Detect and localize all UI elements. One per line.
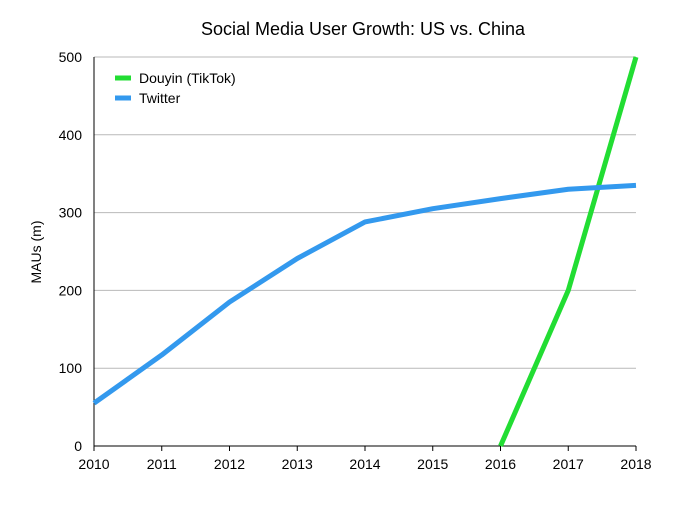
series-line-1: [92, 182, 637, 406]
x-tick-label: 2011: [147, 456, 177, 472]
x-tick-label: 2015: [417, 456, 448, 472]
y-tick-label: 200: [59, 282, 83, 298]
series-line-0: [498, 56, 639, 447]
data-series: [92, 56, 639, 447]
y-tick-label: 0: [74, 438, 82, 454]
legend: Douyin (TikTok) Twitter: [115, 70, 236, 106]
chart-title: Social Media User Growth: US vs. China: [201, 19, 526, 39]
x-tick-label: 2010: [78, 456, 109, 472]
y-tick-label: 300: [59, 205, 83, 221]
tick-labels: 0 100 200 300 400 500 2010 2011 2012 2013 2014 2015…: [59, 49, 652, 472]
y-tick-label: 100: [59, 360, 83, 376]
y-tick-label: 400: [59, 127, 83, 143]
legend-label: Douyin (TikTok): [139, 70, 236, 86]
x-tick-label: 2013: [282, 456, 313, 472]
gridlines: [94, 56, 636, 369]
x-tick-label: 2017: [553, 456, 584, 472]
x-tick-label: 2018: [620, 456, 651, 472]
y-tick-label: 500: [59, 49, 83, 65]
x-tick-label: 2016: [485, 456, 516, 472]
legend-label: Twitter: [139, 90, 181, 106]
y-axis-label: MAUs (m): [28, 221, 44, 284]
axes: [93, 57, 637, 451]
x-tick-label: 2012: [214, 456, 245, 472]
x-tick-label: 2014: [349, 456, 380, 472]
